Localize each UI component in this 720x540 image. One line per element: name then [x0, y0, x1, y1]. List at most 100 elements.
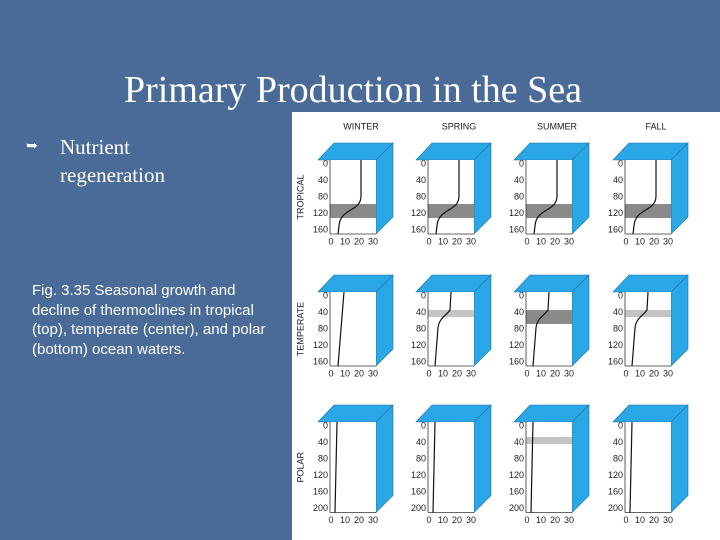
box-front	[330, 160, 376, 234]
depth-tick-label: 120	[313, 208, 328, 218]
temperature-tick-label: 30	[466, 368, 476, 378]
temperature-tick-label: 0	[524, 236, 529, 246]
box-front	[330, 292, 376, 366]
depth-tick-label: 80	[613, 453, 623, 463]
depth-tick-label: 160	[411, 224, 426, 234]
slide-title: Primary Production in the Sea	[123, 69, 583, 111]
temperature-profile	[434, 291, 452, 367]
temperature-tick-label: 20	[649, 515, 659, 525]
temperature-tick-label: 30	[466, 515, 476, 525]
thermocline-band	[526, 310, 572, 324]
temperature-tick-label: 20	[452, 368, 462, 378]
depth-tick-label: 160	[608, 486, 623, 496]
temperature-tick-label: 0	[623, 368, 628, 378]
row-label: TEMPERATE	[295, 302, 305, 356]
depth-tick-label: 40	[416, 437, 426, 447]
temperature-tick-label: 10	[635, 368, 645, 378]
temperature-tick-label: 20	[550, 368, 560, 378]
temperature-tick-label: 20	[452, 236, 462, 246]
bullet-icon: ➥	[26, 138, 38, 154]
thermocline-band	[526, 437, 572, 444]
depth-tick-label: 120	[608, 340, 623, 350]
temperature-tick-label: 0	[623, 515, 628, 525]
depth-tick-label: 40	[613, 175, 623, 185]
temperature-tick-label: 0	[623, 236, 628, 246]
depth-tick-label: 80	[416, 323, 426, 333]
depth-tick-label: 120	[411, 340, 426, 350]
depth-tick-label: 0	[519, 290, 524, 300]
temperature-tick-label: 0	[328, 515, 333, 525]
depth-tick-label: 40	[514, 437, 524, 447]
depth-tick-label: 0	[618, 290, 623, 300]
depth-tick-label: 0	[323, 290, 328, 300]
thermocline-band	[526, 204, 572, 218]
temperature-profile	[334, 421, 338, 513]
box-front	[428, 292, 474, 366]
depth-tick-label: 160	[608, 356, 623, 366]
depth-tick-label: 0	[323, 158, 328, 168]
temperature-profile	[435, 160, 460, 235]
depth-tick-label: 120	[509, 340, 524, 350]
box-side	[571, 404, 590, 514]
box-front	[330, 422, 376, 513]
temperature-tick-label: 30	[564, 236, 574, 246]
depth-tick-label: 0	[421, 420, 426, 430]
temperature-tick-label: 20	[452, 515, 462, 525]
column-label: WINTER	[343, 121, 379, 131]
temperature-tick-label: 30	[368, 236, 378, 246]
depth-tick-label: 120	[411, 470, 426, 480]
box-front	[428, 422, 474, 513]
box-side	[375, 404, 394, 514]
depth-tick-label: 120	[608, 470, 623, 480]
temperature-tick-label: 0	[328, 236, 333, 246]
depth-tick-label: 160	[608, 224, 623, 234]
bullet-text: Nutrient regeneration	[60, 135, 165, 187]
thermocline-band	[330, 204, 376, 218]
depth-tick-label: 160	[313, 486, 328, 496]
thermocline-band	[625, 204, 671, 218]
depth-tick-label: 0	[421, 290, 426, 300]
depth-tick-label: 80	[514, 453, 524, 463]
temperature-profile	[629, 421, 633, 513]
temperature-tick-label: 30	[564, 368, 574, 378]
temperature-tick-label: 20	[649, 236, 659, 246]
depth-tick-label: 80	[613, 191, 623, 201]
depth-tick-label: 80	[514, 323, 524, 333]
temperature-profile	[337, 291, 345, 367]
temperature-tick-label: 30	[466, 236, 476, 246]
box-front	[625, 160, 671, 234]
temperature-tick-label: 0	[426, 368, 431, 378]
temperature-tick-label: 20	[354, 236, 364, 246]
temperature-tick-label: 10	[438, 368, 448, 378]
depth-tick-label: 160	[411, 356, 426, 366]
temperature-tick-label: 10	[340, 368, 350, 378]
temperature-tick-label: 10	[536, 368, 546, 378]
depth-tick-label: 120	[313, 340, 328, 350]
thermocline-band	[428, 204, 474, 218]
depth-tick-label: 40	[318, 175, 328, 185]
temperature-tick-label: 30	[564, 515, 574, 525]
temperature-profile	[533, 160, 558, 235]
depth-tick-label: 200	[509, 503, 524, 513]
temperature-tick-label: 20	[354, 515, 364, 525]
depth-tick-label: 0	[519, 158, 524, 168]
temperature-tick-label: 20	[354, 368, 364, 378]
depth-tick-label: 80	[416, 453, 426, 463]
depth-tick-label: 40	[318, 437, 328, 447]
column-label: FALL	[645, 121, 666, 131]
temperature-tick-label: 10	[340, 236, 350, 246]
box-front	[428, 160, 474, 234]
depth-tick-label: 80	[613, 323, 623, 333]
temperature-tick-label: 10	[635, 515, 645, 525]
depth-tick-label: 0	[421, 158, 426, 168]
column-label: SPRING	[442, 121, 477, 131]
depth-tick-label: 80	[416, 191, 426, 201]
depth-tick-label: 0	[323, 420, 328, 430]
box-front	[625, 292, 671, 366]
temperature-tick-label: 0	[524, 515, 529, 525]
box-front	[625, 422, 671, 513]
temperature-tick-label: 20	[550, 515, 560, 525]
temperature-tick-label: 30	[368, 515, 378, 525]
depth-tick-label: 120	[509, 470, 524, 480]
